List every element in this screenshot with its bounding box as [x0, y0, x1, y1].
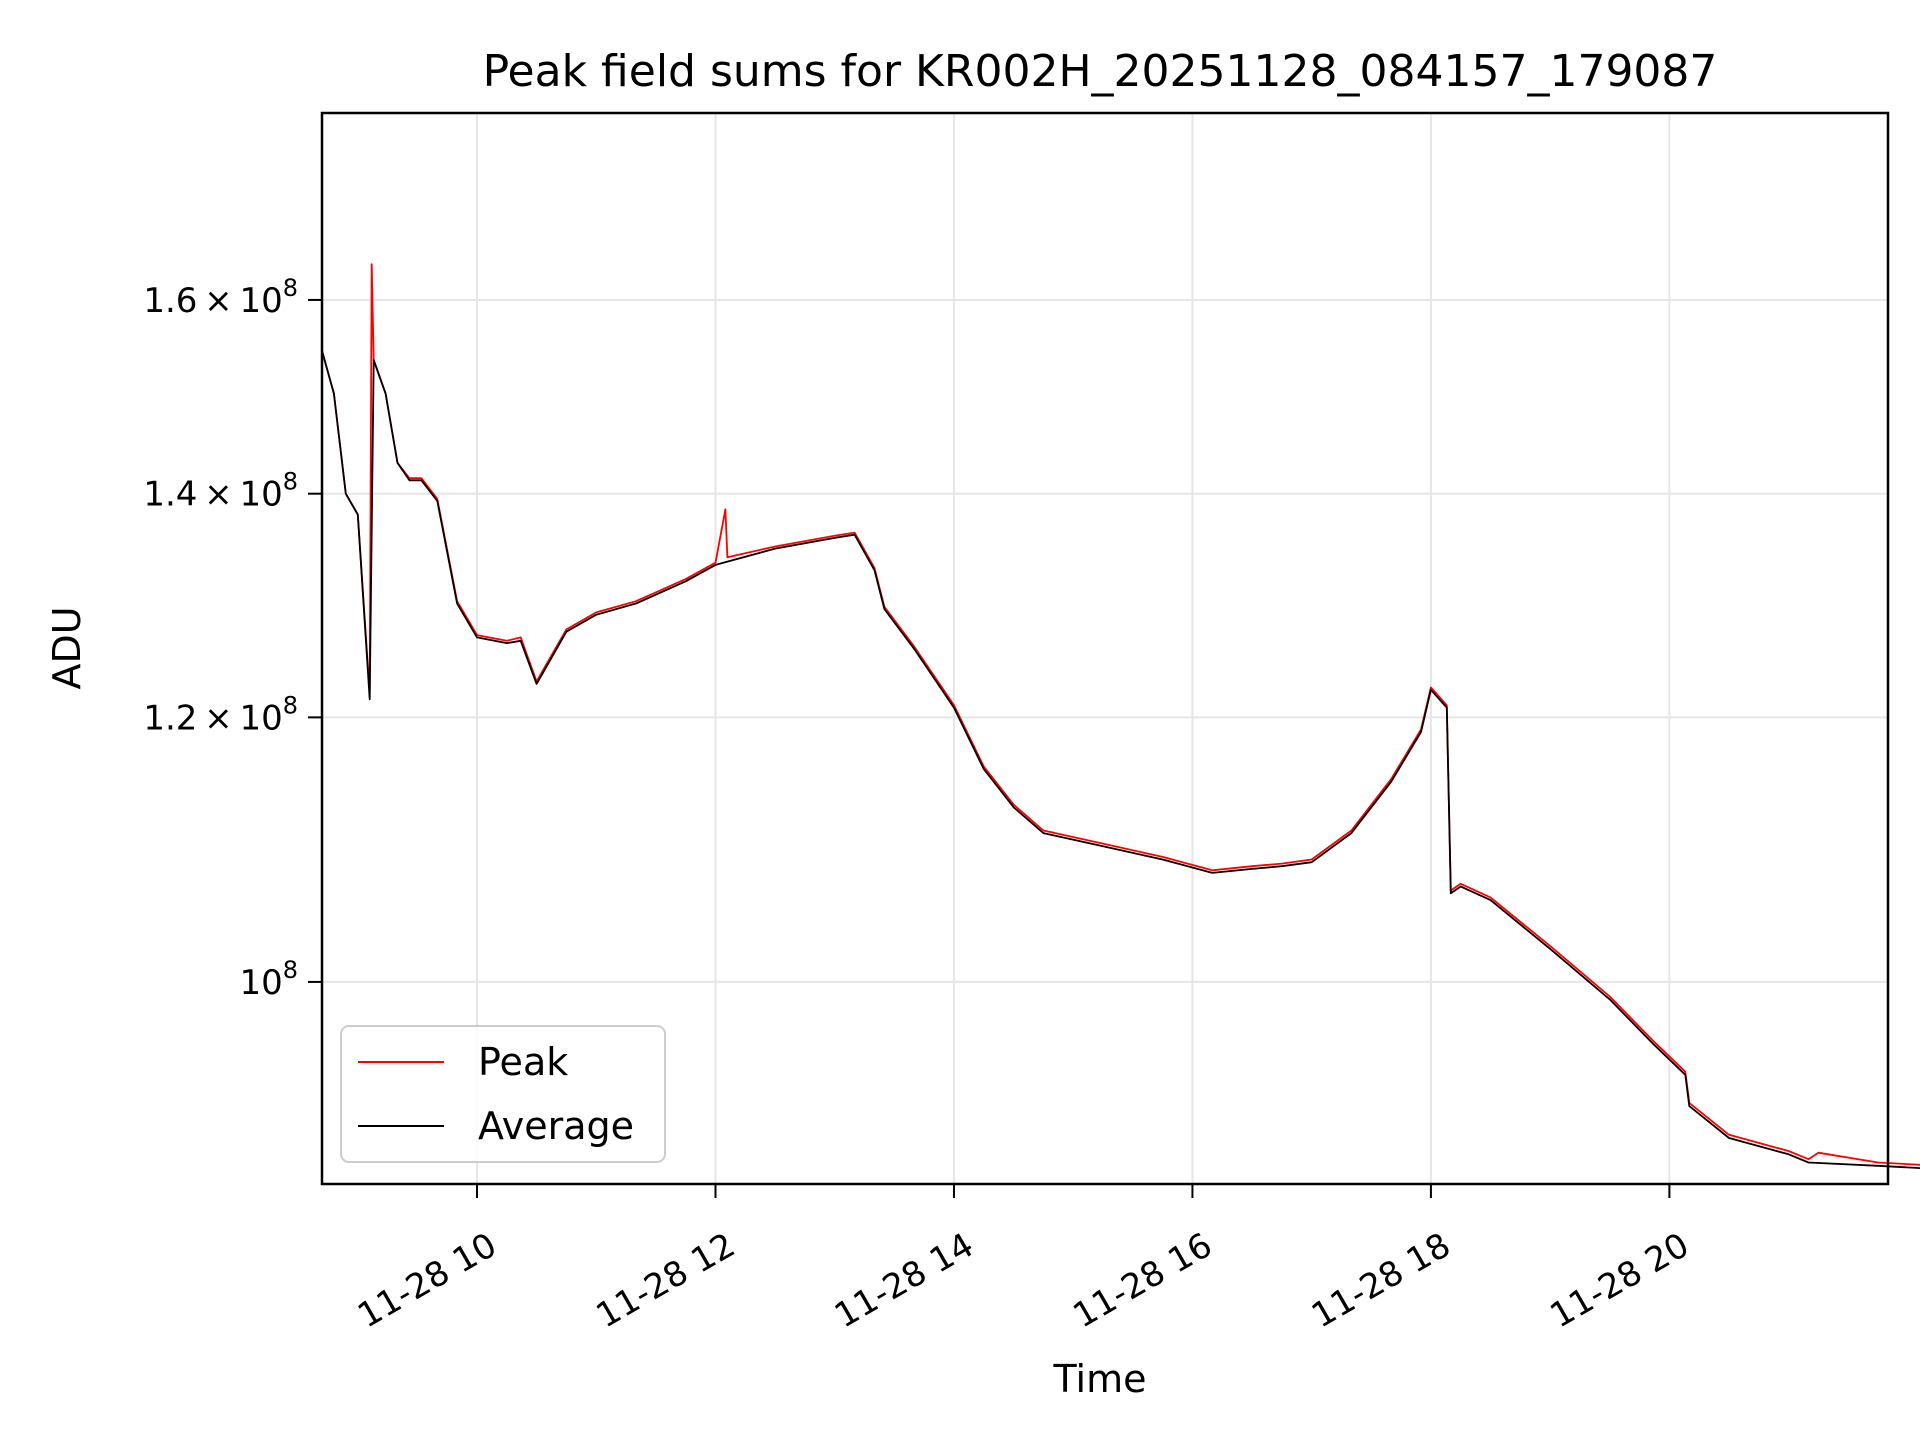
legend-box: [340, 1025, 666, 1163]
x-tick-label: 11-28 16: [1067, 1225, 1219, 1336]
x-tick-label: 11-28 10: [351, 1225, 503, 1336]
x-tick-label: 11-28 14: [828, 1225, 980, 1336]
y-tick-label: 108: [239, 956, 298, 1003]
plot-frame: [320, 111, 1890, 1186]
legend-label-peak: Peak: [478, 1040, 568, 1084]
series-line-peak: [321, 263, 1920, 1166]
grid: [322, 113, 1888, 1184]
plot-lines: [321, 263, 1920, 1169]
x-axis: 11-28 10 11-28 12 11-28 14 11-28 16 11-28 18…: [351, 1184, 1696, 1336]
legend: Peak Average: [340, 1025, 666, 1163]
series-line-average: [321, 350, 1920, 1169]
y-tick-label: 1.4 × 108: [143, 468, 298, 515]
legend-label-average: Average: [478, 1104, 634, 1148]
x-tick-label: 11-28 20: [1544, 1225, 1696, 1336]
x-tick-label: 11-28 12: [590, 1225, 742, 1336]
chart-title: Peak field sums for KR002H_20251128_0841…: [483, 46, 1718, 97]
y-tick-label: 1.6 × 108: [143, 274, 298, 321]
y-axis: 1.6 × 108 1.4 × 108 1.2 × 108 108: [143, 274, 322, 1003]
y-tick-label: 1.2 × 108: [143, 691, 298, 738]
x-tick-label: 11-28 18: [1305, 1225, 1457, 1336]
x-axis-label: Time: [1053, 1357, 1147, 1401]
y-axis-label: ADU: [45, 606, 89, 689]
